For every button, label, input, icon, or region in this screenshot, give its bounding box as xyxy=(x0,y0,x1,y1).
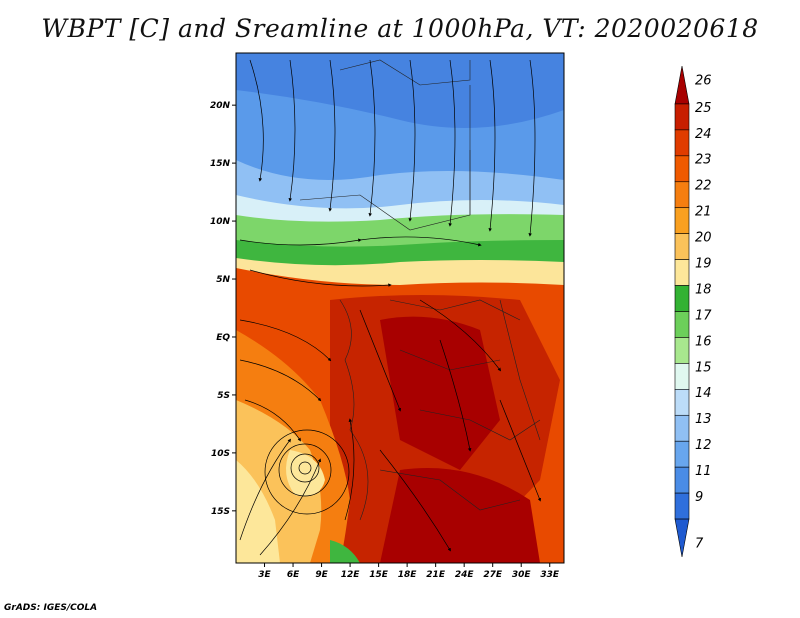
x-tick-label: 3E xyxy=(258,570,271,580)
y-tick-label: 20N xyxy=(210,101,231,111)
colorbar-swatch xyxy=(674,518,690,558)
colorbar-label: 25 xyxy=(695,101,712,116)
colorbar-label: 11 xyxy=(695,464,712,479)
x-tick-label: 15E xyxy=(369,570,389,580)
colorbar-label: 21 xyxy=(695,205,712,220)
y-tick-label: 5N xyxy=(216,275,230,285)
colorbar-label: 13 xyxy=(695,412,712,427)
colorbar-swatch xyxy=(674,466,690,494)
colorbar-swatch xyxy=(674,259,690,286)
colorbar-swatch xyxy=(674,129,690,157)
colorbar-swatch xyxy=(674,285,690,312)
map-title: WBPT [C] and Sreamline at 1000hPa, VT: 2… xyxy=(41,14,759,43)
x-tick-label: 33E xyxy=(540,570,560,580)
colorbar-swatch xyxy=(674,233,690,260)
y-tick-label: EQ xyxy=(216,333,230,343)
colorbar-label: 22 xyxy=(695,179,712,194)
colorbar-label: 23 xyxy=(695,153,712,168)
colorbar-label: 19 xyxy=(695,257,712,272)
x-tick-label: 12E xyxy=(341,570,361,580)
colorbar-label: 12 xyxy=(695,438,712,453)
colorbar: 26 25 24 23 22 21 20 19 18 17 16 15 14 13 12 11 9 7 xyxy=(674,65,712,558)
footer-credit: GrADS: IGES/COLA xyxy=(4,603,98,613)
colorbar-swatch xyxy=(674,155,690,183)
colorbar-swatch xyxy=(674,492,690,520)
colorbar-label: 17 xyxy=(695,308,712,323)
map-frame xyxy=(235,52,565,564)
x-tick-label: 24E xyxy=(455,570,475,580)
x-tick-label: 27E xyxy=(483,570,503,580)
y-tick-label: 10N xyxy=(210,217,231,227)
colorbar-label: 16 xyxy=(695,334,712,349)
colorbar-swatch xyxy=(674,363,690,390)
x-tick-label: 18E xyxy=(398,570,418,580)
y-tick-label: 10S xyxy=(211,449,230,459)
x-tick-label: 30E xyxy=(512,570,532,580)
colorbar-swatch xyxy=(674,65,690,105)
cyclone-swirl xyxy=(264,429,350,515)
y-tick-label: 15S xyxy=(211,507,230,517)
x-tick-label: 6E xyxy=(287,570,300,580)
x-tick-label: 21E xyxy=(426,570,446,580)
y-tick-label: 15N xyxy=(210,159,231,169)
colorbar-swatch xyxy=(674,207,690,234)
colorbar-label: 7 xyxy=(695,537,704,552)
colorbar-swatch xyxy=(674,389,690,416)
colorbar-label: 9 xyxy=(695,490,703,505)
x-tick-label: 9E xyxy=(315,570,328,580)
wbpt-field xyxy=(236,53,564,563)
colorbar-swatch xyxy=(674,311,690,338)
colorbar-label: 14 xyxy=(695,386,712,401)
colorbar-swatch xyxy=(674,103,690,131)
colorbar-swatch xyxy=(674,440,690,468)
colorbar-swatch xyxy=(674,414,690,442)
colorbar-label: 15 xyxy=(695,360,712,375)
colorbar-swatch xyxy=(674,337,690,364)
colorbar-label: 20 xyxy=(695,231,712,246)
colorbar-label: 18 xyxy=(695,282,712,297)
colorbar-label: 26 xyxy=(695,74,712,89)
colorbar-swatch xyxy=(674,181,690,209)
colorbar-label: 24 xyxy=(695,127,712,142)
y-tick-label: 5S xyxy=(217,391,230,401)
